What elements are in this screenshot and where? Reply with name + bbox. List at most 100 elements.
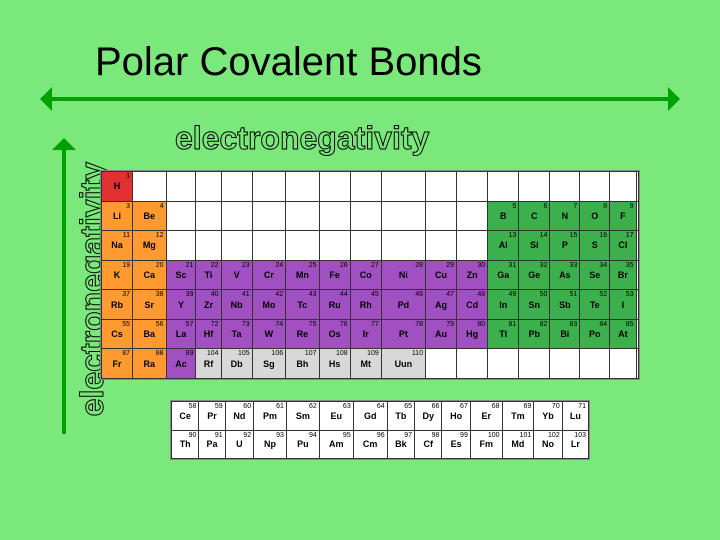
element-cell — [319, 201, 350, 231]
element-cell: Tm69 — [502, 402, 534, 431]
atomic-number: 9 — [630, 203, 634, 210]
element-cell: Sr38 — [133, 290, 166, 320]
atomic-number: 108 — [336, 350, 348, 357]
element-cell: Pd46 — [381, 290, 425, 320]
element-cell: Fe26 — [319, 260, 350, 290]
element-cell: Ni28 — [381, 260, 425, 290]
element-cell — [636, 319, 638, 349]
element-cell: Lu71 — [562, 402, 588, 431]
element-cell: Po84 — [580, 319, 610, 349]
atomic-number: 76 — [340, 321, 348, 328]
atomic-number: 23 — [242, 262, 250, 269]
atomic-number: 87 — [122, 350, 130, 357]
element-cell: As33 — [550, 260, 580, 290]
element-cell — [350, 172, 381, 202]
element-cell — [166, 172, 196, 202]
element-cell — [457, 231, 488, 261]
atomic-number: 21 — [186, 262, 194, 269]
element-cell: Cm96 — [353, 430, 387, 459]
atomic-number: 78 — [415, 321, 423, 328]
element-cell: Hs108 — [319, 349, 350, 379]
atomic-number: 104 — [207, 350, 219, 357]
element-cell — [221, 201, 252, 231]
element-cell: Sc21 — [166, 260, 196, 290]
element-cell: Mg12 — [133, 231, 166, 261]
element-cell: Gd64 — [353, 402, 387, 431]
atomic-number: 13 — [508, 232, 516, 239]
atomic-number: 64 — [377, 403, 385, 410]
element-cell: Cs55 — [102, 319, 133, 349]
element-cell: Ag47 — [425, 290, 456, 320]
element-cell: Ge32 — [519, 260, 550, 290]
atomic-number: 100 — [488, 432, 500, 439]
element-cell: Cl17 — [610, 231, 636, 261]
atomic-number: 37 — [122, 291, 130, 298]
atomic-number: 79 — [446, 321, 454, 328]
element-cell: Zn30 — [457, 260, 488, 290]
horizontal-arrow-head-right — [668, 87, 680, 111]
element-cell: I53 — [610, 290, 636, 320]
element-cell — [425, 201, 456, 231]
element-cell — [636, 349, 638, 379]
atomic-number: 34 — [599, 262, 607, 269]
element-cell: No102 — [534, 430, 562, 459]
element-cell: Cr24 — [252, 260, 285, 290]
element-cell: Pu94 — [286, 430, 319, 459]
element-cell: Sb51 — [550, 290, 580, 320]
element-cell — [350, 231, 381, 261]
atomic-number: 93 — [276, 432, 284, 439]
element-cell: C6 — [519, 201, 550, 231]
element-cell — [550, 349, 580, 379]
atomic-number: 84 — [599, 321, 607, 328]
atomic-number: 39 — [186, 291, 194, 298]
element-cell: O8 — [580, 201, 610, 231]
horizontal-arrow-line — [52, 97, 668, 101]
element-cell: Rf104 — [196, 349, 221, 379]
element-cell: Nb41 — [221, 290, 252, 320]
atomic-number: 7 — [573, 203, 577, 210]
element-cell: Na11 — [102, 231, 133, 261]
element-cell — [636, 290, 638, 320]
element-cell: W74 — [252, 319, 285, 349]
element-cell — [488, 172, 519, 202]
element-cell — [610, 172, 636, 202]
atomic-number: 48 — [477, 291, 485, 298]
atomic-number: 95 — [343, 432, 351, 439]
element-cell: Y39 — [166, 290, 196, 320]
element-cell — [425, 231, 456, 261]
atomic-number: 101 — [520, 432, 532, 439]
element-cell — [381, 231, 425, 261]
atomic-number: 44 — [340, 291, 348, 298]
atomic-number: 106 — [271, 350, 283, 357]
element-cell — [519, 349, 550, 379]
element-cell — [252, 201, 285, 231]
atomic-number: 32 — [540, 262, 548, 269]
element-cell — [286, 231, 319, 261]
element-cell: Te52 — [580, 290, 610, 320]
element-cell — [488, 349, 519, 379]
element-cell: Ru44 — [319, 290, 350, 320]
element-cell: Pm61 — [254, 402, 287, 431]
element-cell: Mt109 — [350, 349, 381, 379]
element-cell: Pa91 — [199, 430, 225, 459]
atomic-number: 58 — [189, 403, 197, 410]
atomic-number: 35 — [626, 262, 634, 269]
atomic-number: 97 — [404, 432, 412, 439]
element-cell — [580, 172, 610, 202]
element-cell: Bh107 — [286, 349, 319, 379]
element-cell: Cu29 — [425, 260, 456, 290]
atomic-number: 40 — [211, 291, 219, 298]
atomic-number: 22 — [211, 262, 219, 269]
element-cell: Er68 — [470, 402, 502, 431]
element-cell: V23 — [221, 260, 252, 290]
atomic-number: 75 — [309, 321, 317, 328]
element-cell: Ca20 — [133, 260, 166, 290]
element-cell — [636, 172, 638, 202]
page-title: Polar Covalent Bonds — [95, 40, 482, 85]
atomic-number: 20 — [156, 262, 164, 269]
atomic-number: 5 — [512, 203, 516, 210]
element-cell: Hg80 — [457, 319, 488, 349]
atomic-number: 50 — [540, 291, 548, 298]
atomic-number: 73 — [242, 321, 250, 328]
element-cell: Br35 — [610, 260, 636, 290]
